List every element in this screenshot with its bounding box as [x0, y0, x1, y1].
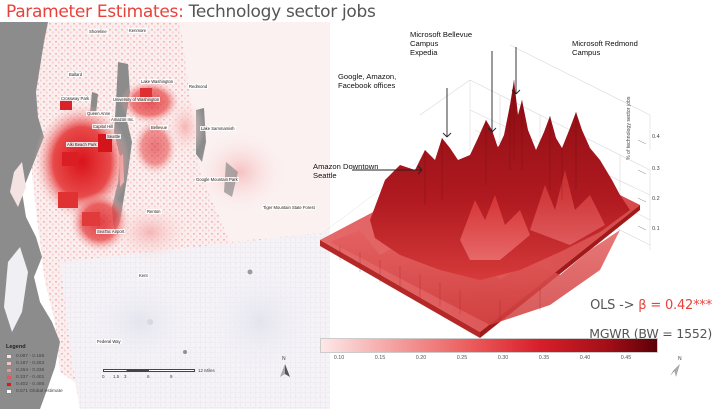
scale-tick: 3 — [124, 374, 127, 379]
map-label-shoreline: Shoreline — [88, 29, 108, 34]
callout-text: Microsoft Bellevue Campus Expedia — [410, 30, 473, 57]
north-arrow-icon: N — [668, 356, 682, 378]
map-label-bellevue: Bellevue — [150, 125, 169, 130]
legend-label: 0.264 - 0.336 — [16, 368, 45, 373]
legend-item: 0.187 - 0.263 — [6, 360, 96, 367]
map-label-redmond: Redmond — [188, 84, 209, 89]
scale-line — [103, 369, 195, 372]
map-label-lake-sammamish: Lake Sammamish — [200, 126, 236, 131]
colorbar-tick: 0.30 — [497, 355, 509, 361]
legend-item: 0.571 Global estimate — [6, 388, 96, 395]
colorbar: 0.10 0.15 0.20 0.25 0.30 0.35 0.40 0.45 — [320, 338, 658, 374]
north-arrow-icon: N — [278, 356, 292, 378]
map-label-renton: Renton — [146, 209, 162, 214]
map-label-lake-washington: Lake Washington — [140, 79, 175, 84]
title-rest: Technology sector jobs — [188, 2, 376, 22]
map-label-amazon: Amazon Inc. — [110, 117, 136, 122]
scale-tick: 0 — [102, 374, 105, 379]
colorbar-tick: 0.20 — [415, 355, 427, 361]
legend-swatch — [6, 382, 12, 387]
z-axis-tick: 0.2 — [652, 196, 660, 202]
ols-estimate: OLS -> β = 0.42*** — [590, 298, 712, 313]
callout-microsoft-bellevue: Microsoft Bellevue Campus Expedia — [410, 30, 472, 57]
colorbar-tick: 0.35 — [538, 355, 550, 361]
colorbar-gradient — [320, 338, 658, 353]
scale-tick: 6 — [147, 374, 150, 379]
map-legend: Legend 0.087 - 0.186 0.187 - 0.263 0.264… — [6, 344, 96, 395]
callout-text: Google, Amazon, Facebook offices — [338, 72, 397, 90]
callout-text: Microsoft Redmond Campus — [572, 39, 638, 57]
legend-label: 0.187 - 0.263 — [16, 361, 45, 366]
map-label-seatac: SeaTac Airport — [96, 229, 126, 234]
north-letter: N — [678, 356, 682, 362]
map-label-kenmore: Kenmore — [128, 28, 147, 33]
legend-swatch — [6, 389, 12, 394]
legend-label: 0.571 Global estimate — [16, 389, 63, 394]
legend-swatch — [6, 368, 12, 373]
north-arrow-shape — [280, 364, 290, 377]
callout-text: Amazon Downtown Seattle — [313, 162, 379, 180]
callout-google-amazon-facebook: Google, Amazon, Facebook offices — [338, 72, 396, 90]
north-arrow-shape — [670, 364, 680, 377]
z-axis-tick: 0.3 — [652, 166, 660, 172]
ols-beta: β = 0.42*** — [638, 298, 712, 313]
surface-3d-plot: Microsoft Bellevue Campus Expedia Micros… — [300, 20, 720, 340]
colorbar-tick: 0.25 — [456, 355, 468, 361]
map-label-google-mountain-park: Google Mountain Park — [195, 177, 239, 182]
legend-swatch — [6, 361, 12, 366]
scale-tick: 9 — [170, 374, 173, 379]
page-title: Parameter Estimates: Technology sector j… — [6, 2, 376, 22]
legend-swatch — [6, 375, 12, 380]
mgwr-bandwidth: MGWR (BW = 1552) — [589, 326, 712, 341]
legend-item: 0.337 - 0.401 — [6, 374, 96, 381]
legend-label: 0.402 - 0.486 — [16, 382, 45, 387]
map-label-capitol-hill: Capitol Hill — [92, 124, 115, 129]
choropleth-map: Shoreline Kenmore Ballard Lake Washingto… — [0, 22, 330, 409]
scale-tick: 12 Miles — [198, 368, 215, 373]
north-letter: N — [282, 356, 286, 362]
map-label-ballard: Ballard — [68, 72, 84, 77]
scale-tick: 1.5 — [113, 374, 120, 379]
colorbar-tick: 0.10 — [333, 355, 345, 361]
surface-graphic — [319, 44, 651, 338]
legend-label: 0.337 - 0.401 — [16, 375, 45, 380]
map-label-kent: Kent — [138, 273, 149, 278]
ols-prefix: OLS -> — [590, 298, 639, 313]
legend-swatch — [6, 354, 12, 359]
map-label-seattle: Seattle — [106, 134, 122, 139]
legend-label: 0.087 - 0.186 — [16, 354, 45, 359]
z-axis-tick: 0.4 — [652, 134, 660, 140]
map-label-university: University of Washington — [112, 97, 161, 102]
map-label-crossway-park: Crossway Park — [60, 96, 91, 101]
title-accent: Parameter Estimates: — [6, 2, 184, 22]
map-label-federal-way: Federal Way — [96, 339, 122, 344]
map-label-alki-beach-park: Alki Beach Park — [66, 142, 98, 147]
callout-microsoft-redmond: Microsoft Redmond Campus — [572, 39, 638, 57]
z-axis-title: % of technology sector jobs — [626, 96, 632, 160]
callout-amazon-downtown: Amazon Downtown Seattle — [313, 162, 378, 180]
z-axis-tick: 0.1 — [652, 226, 660, 232]
legend-item: 0.402 - 0.486 — [6, 381, 96, 388]
colorbar-tick: 0.45 — [620, 355, 632, 361]
legend-item: 0.087 - 0.186 — [6, 353, 96, 360]
colorbar-tick: 0.15 — [374, 355, 386, 361]
legend-item: 0.264 - 0.336 — [6, 367, 96, 374]
map-graphic — [0, 22, 330, 409]
map-label-queen-anne: Queen Anne — [86, 111, 112, 116]
colorbar-tick: 0.40 — [579, 355, 591, 361]
legend-title: Legend — [6, 344, 26, 350]
scale-bar: 0 1.5 3 6 9 12 Miles — [102, 365, 215, 379]
map-label-tiger-mountain: Tiger Mountain State Forest — [262, 205, 316, 210]
